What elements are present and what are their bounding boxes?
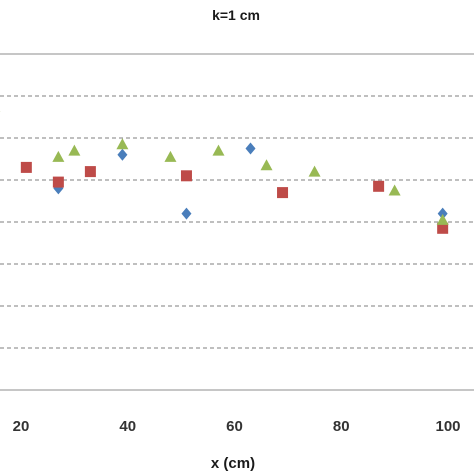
square-point: [437, 222, 449, 234]
data-points: [0, 110, 449, 234]
square-point: [277, 187, 289, 199]
diamond-point: [437, 207, 448, 220]
x-tick-labels: 20 40 60 80 100: [13, 418, 461, 435]
x-axis-label: x (cm): [211, 455, 255, 472]
x-tick-label: 20: [13, 418, 30, 435]
square-point: [180, 170, 192, 182]
chart-title: k=1 cm: [212, 7, 260, 23]
triangle-point: [52, 150, 65, 162]
triangle-point: [260, 159, 273, 171]
square-point: [52, 176, 64, 188]
square-point: [373, 180, 385, 192]
triangle-point: [164, 150, 177, 162]
x-tick-label: 60: [226, 418, 243, 435]
x-tick-label: 100: [435, 418, 460, 435]
diamond-point: [245, 142, 256, 155]
triangle-point: [308, 165, 321, 177]
gridlines: [0, 95, 474, 349]
x-tick-label: 80: [333, 418, 350, 435]
diamond-point: [117, 148, 128, 161]
square-point: [20, 161, 32, 173]
triangle-point: [212, 144, 225, 156]
triangle-point: [68, 144, 81, 156]
triangle-point: [436, 213, 449, 225]
triangle-point: [388, 184, 401, 196]
square-point: [84, 166, 96, 178]
triangle-point: [116, 138, 129, 150]
diamond-point: [181, 207, 192, 220]
x-tick-label: 40: [119, 418, 136, 435]
